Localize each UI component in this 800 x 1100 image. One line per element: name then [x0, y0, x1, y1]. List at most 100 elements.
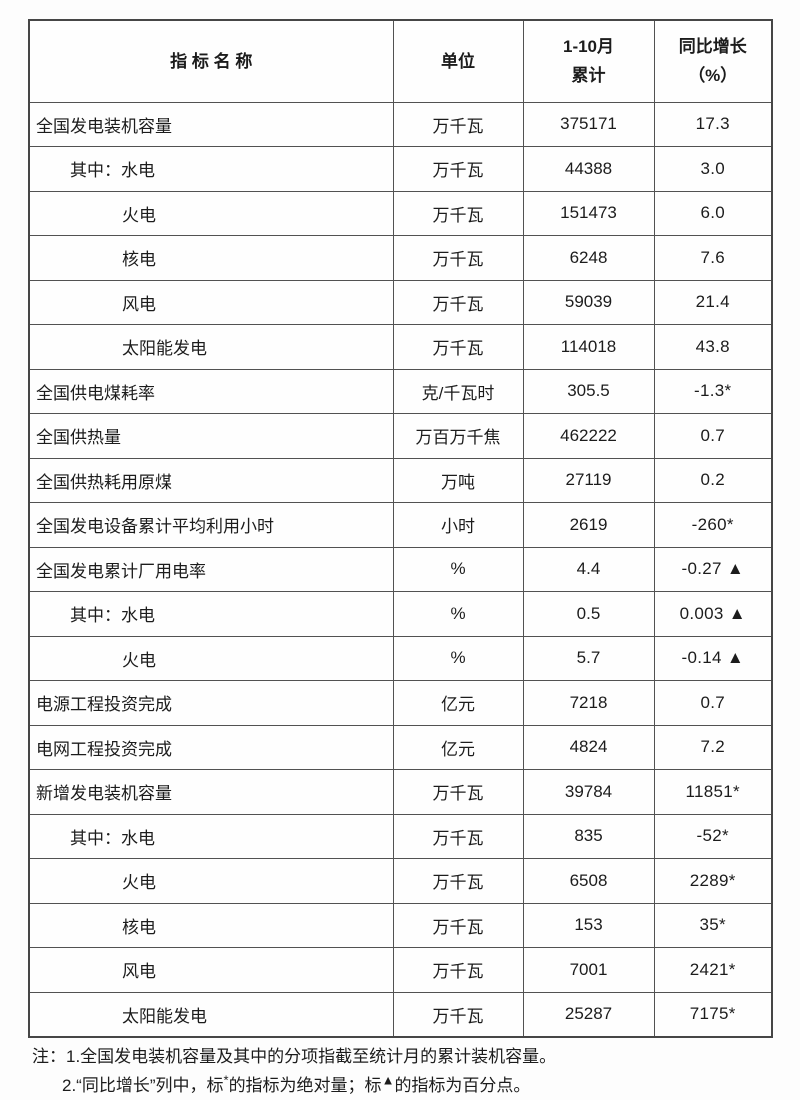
triangle-mark: ▲	[381, 1072, 395, 1088]
unit-cell: 万百万千焦	[392, 413, 524, 459]
indicator-name: 核电	[28, 235, 394, 281]
footnote-2: 2.“同比增长”列中，标*的指标为绝对量；标▲的指标为百分点。	[32, 1071, 772, 1100]
growth-cell: 6.0	[653, 190, 773, 236]
unit-cell: 万千瓦	[392, 324, 524, 370]
table-row: 全国发电装机容量 万千瓦 375171 17.3	[28, 101, 773, 147]
table-row: 火电 万千瓦 151473 6.0	[28, 190, 773, 236]
value-cell: 44388	[522, 146, 655, 192]
growth-cell: 0.003 ▲	[653, 591, 773, 637]
unit-cell: 亿元	[392, 680, 524, 726]
unit-cell: 万千瓦	[392, 279, 524, 325]
indicator-name: 火电	[28, 635, 394, 681]
value-cell: 6248	[522, 235, 655, 281]
header-growth: 同比增长 （%）	[653, 19, 773, 103]
value-cell: 462222	[522, 413, 655, 459]
table-row: 全国供热耗用原煤 万吨 27119 0.2	[28, 457, 773, 503]
growth-cell: 17.3	[653, 101, 773, 147]
unit-cell: 万千瓦	[392, 101, 524, 147]
unit-cell: 克/千瓦时	[392, 368, 524, 414]
footnote-2-part3: 的指标为百分点。	[394, 1076, 531, 1095]
value-cell: 25287	[522, 991, 655, 1037]
indicator-name: 全国供热量	[28, 413, 394, 459]
indicator-name: 全国供热耗用原煤	[28, 457, 394, 503]
indicator-name: 火电	[28, 190, 394, 236]
footnote-2-part2: 的指标为绝对量；标	[228, 1076, 382, 1095]
table-row: 火电 万千瓦 6508 2289*	[28, 858, 773, 904]
table-header: 指 标 名 称 单位 1-10月 累计 同比增长 （%）	[28, 19, 773, 103]
indicator-name: 其中：水电	[28, 813, 394, 859]
value-cell: 7218	[522, 680, 655, 726]
value-cell: 6508	[522, 858, 655, 904]
indicator-name: 全国发电累计厂用电率	[28, 546, 394, 592]
indicator-name: 全国供电煤耗率	[28, 368, 394, 414]
indicator-name: 火电	[28, 858, 394, 904]
unit-cell: %	[392, 635, 524, 681]
unit-cell: 亿元	[392, 724, 524, 770]
table-row: 其中：水电 % 0.5 0.003 ▲	[28, 591, 773, 637]
unit-cell: 万千瓦	[392, 146, 524, 192]
indicator-name: 全国发电设备累计平均利用小时	[28, 502, 394, 548]
value-cell: 0.5	[522, 591, 655, 637]
growth-cell: 2421*	[653, 947, 773, 993]
unit-cell: %	[392, 591, 524, 637]
table-row: 电网工程投资完成 亿元 4824 7.2	[28, 724, 773, 770]
footnote-2-part1: 2.“同比增长”列中，标	[62, 1076, 224, 1095]
growth-cell: -0.14 ▲	[653, 635, 773, 681]
footnote-1: 注：1.全国发电装机容量及其中的分项指截至统计月的累计装机容量。	[32, 1042, 772, 1071]
unit-cell: 小时	[392, 502, 524, 548]
indicator-name: 风电	[28, 947, 394, 993]
unit-cell: 万千瓦	[392, 902, 524, 948]
indicator-name: 太阳能发电	[28, 991, 394, 1037]
growth-cell: 0.7	[653, 413, 773, 459]
value-cell: 153	[522, 902, 655, 948]
header-period-line2: 累计	[571, 66, 606, 86]
value-cell: 39784	[522, 769, 655, 815]
table-row: 全国供电煤耗率 克/千瓦时 305.5 -1.3*	[28, 368, 773, 414]
header-growth-line2: （%）	[688, 66, 738, 86]
growth-cell: 35*	[653, 902, 773, 948]
value-cell: 4824	[522, 724, 655, 770]
header-period-line1: 1-10月	[562, 37, 615, 57]
unit-cell: 万千瓦	[392, 190, 524, 236]
growth-cell: 11851*	[653, 769, 773, 815]
value-cell: 59039	[522, 279, 655, 325]
unit-cell: 万千瓦	[392, 813, 524, 859]
header-growth-line1: 同比增长	[678, 37, 747, 57]
growth-cell: 7175*	[653, 991, 773, 1037]
table-row: 全国发电累计厂用电率 % 4.4 -0.27 ▲	[28, 546, 773, 592]
unit-cell: %	[392, 546, 524, 592]
table-row: 全国供热量 万百万千焦 462222 0.7	[28, 413, 773, 459]
table-body: 全国发电装机容量 万千瓦 375171 17.3 其中：水电 万千瓦 44388…	[28, 101, 773, 1037]
unit-cell: 万千瓦	[392, 769, 524, 815]
table-row: 火电 % 5.7 -0.14 ▲	[28, 635, 773, 681]
value-cell: 5.7	[522, 635, 655, 681]
table-row: 核电 万千瓦 6248 7.6	[28, 235, 773, 281]
indicator-name: 全国发电装机容量	[28, 101, 394, 147]
value-cell: 151473	[522, 190, 655, 236]
unit-cell: 万千瓦	[392, 858, 524, 904]
growth-cell: 0.2	[653, 457, 773, 503]
growth-cell: -52*	[653, 813, 773, 859]
growth-cell: 0.7	[653, 680, 773, 726]
header-row: 指 标 名 称 单位 1-10月 累计 同比增长 （%）	[28, 19, 773, 103]
table-row: 其中：水电 万千瓦 835 -52*	[28, 813, 773, 859]
growth-cell: 43.8	[653, 324, 773, 370]
header-indicator-name: 指 标 名 称	[28, 19, 394, 103]
table-row: 风电 万千瓦 7001 2421*	[28, 947, 773, 993]
indicator-name: 电源工程投资完成	[28, 680, 394, 726]
unit-cell: 万千瓦	[392, 991, 524, 1037]
statistics-table: 指 标 名 称 单位 1-10月 累计 同比增长 （%） 全国发电装机容量 万千…	[28, 19, 773, 1038]
indicator-name: 其中：水电	[28, 146, 394, 192]
growth-cell: -0.27 ▲	[653, 546, 773, 592]
footnotes: 注：1.全国发电装机容量及其中的分项指截至统计月的累计装机容量。 2.“同比增长…	[32, 1042, 772, 1100]
unit-cell: 万吨	[392, 457, 524, 503]
header-unit: 单位	[392, 19, 524, 103]
footnote-prefix: 注：	[32, 1047, 66, 1066]
table-row: 太阳能发电 万千瓦 114018 43.8	[28, 324, 773, 370]
value-cell: 835	[522, 813, 655, 859]
value-cell: 114018	[522, 324, 655, 370]
table-row: 电源工程投资完成 亿元 7218 0.7	[28, 680, 773, 726]
indicator-name: 太阳能发电	[28, 324, 394, 370]
header-indicator-label: 指 标 名 称	[170, 51, 253, 71]
